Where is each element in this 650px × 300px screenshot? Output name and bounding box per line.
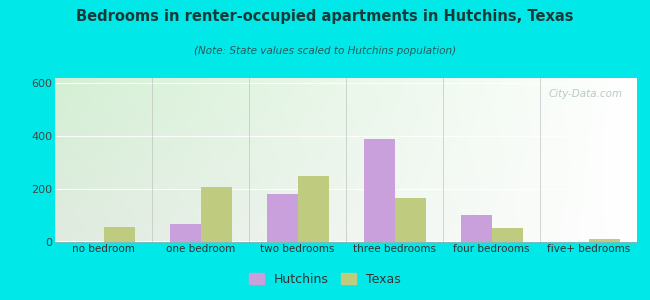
Bar: [461, 215, 491, 242]
Bar: [363, 139, 395, 242]
Text: City-Data.com: City-Data.com: [549, 89, 623, 99]
Text: Bedrooms in renter-occupied apartments in Hutchins, Texas: Bedrooms in renter-occupied apartments i…: [76, 9, 574, 24]
Bar: [266, 194, 298, 242]
Bar: [170, 224, 201, 242]
Bar: [395, 198, 426, 242]
Legend: Hutchins, Texas: Hutchins, Texas: [244, 268, 406, 291]
Text: (Note: State values scaled to Hutchins population): (Note: State values scaled to Hutchins p…: [194, 46, 456, 56]
Bar: [298, 176, 329, 242]
Bar: [104, 227, 135, 242]
Bar: [491, 228, 523, 242]
Bar: [588, 239, 619, 242]
Bar: [201, 188, 231, 242]
